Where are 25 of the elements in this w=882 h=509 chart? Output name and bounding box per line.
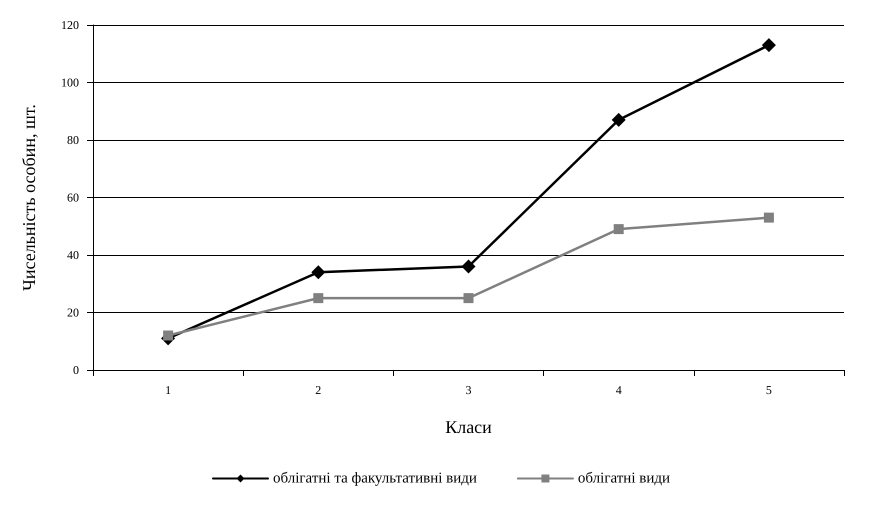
x-tick-label: 2 (315, 383, 322, 397)
y-tick-label: 20 (67, 306, 79, 320)
point (311, 265, 326, 280)
y-tick-label: 60 (67, 190, 79, 204)
y-tick-label: 120 (61, 18, 79, 32)
legend-label: облігатні види (578, 470, 670, 486)
point (313, 293, 324, 304)
y-tick-label: 100 (61, 76, 79, 90)
x-tick-label: 1 (165, 383, 172, 397)
point (614, 224, 624, 234)
point (462, 260, 476, 274)
y-tick-label: 0 (73, 363, 79, 377)
y-tick-label: 40 (67, 248, 79, 262)
legend-label: облігатні та факультативні види (272, 470, 477, 486)
point (464, 293, 474, 304)
x-tick-label: 4 (616, 383, 622, 397)
point (612, 112, 626, 127)
point (163, 330, 174, 340)
x-tick-label: 5 (766, 383, 772, 397)
x-axis-title: Класи (445, 417, 492, 437)
y-tick-label: 80 (67, 133, 79, 147)
point (764, 212, 774, 223)
point (762, 38, 776, 52)
x-tick-label: 3 (466, 383, 472, 397)
y-axis-title: Чисельність особин, шт. (19, 104, 39, 291)
